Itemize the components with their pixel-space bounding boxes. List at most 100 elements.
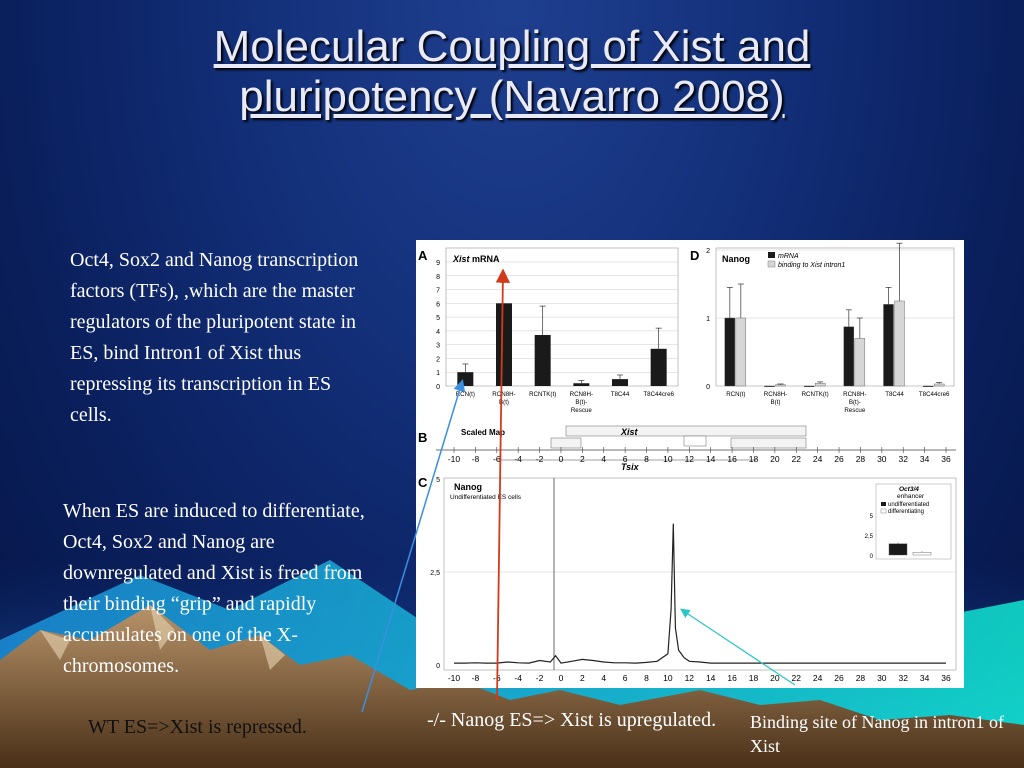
xtick-c: 8 — [644, 673, 649, 683]
xtick-b: 18 — [749, 454, 759, 464]
xtick-a: Rescue — [571, 407, 593, 414]
bar-d — [735, 317, 747, 387]
xtick-d: RCNTK(t) — [802, 391, 829, 398]
xtick-c: -8 — [472, 673, 480, 683]
ytick-a: 1 — [436, 370, 440, 377]
bar-inset — [888, 543, 908, 556]
xtick-b: -2 — [536, 454, 544, 464]
xtick-c: 18 — [749, 673, 759, 683]
bar-a — [573, 383, 590, 386]
nanog-binding-profile — [454, 523, 946, 664]
paragraph-differentiation: When ES are induced to differentiate, Oc… — [63, 500, 365, 677]
xtick-b: 0 — [559, 454, 564, 464]
panel-a-title-rest: mRNA — [470, 254, 501, 264]
ytick-a: 0 — [436, 384, 440, 391]
xtick-c: -6 — [493, 673, 501, 683]
xtick-b: 12 — [685, 454, 695, 464]
xtick-b: 22 — [792, 454, 802, 464]
xtick-c: 30 — [877, 673, 887, 683]
xtick-b: 24 — [813, 454, 823, 464]
ytick-a: 9 — [436, 260, 440, 267]
xtick-d: RCN8H- — [843, 391, 866, 398]
xtick-c: 4 — [601, 673, 606, 683]
xtick-c: 20 — [770, 673, 780, 683]
panel-c-chart: Nanog Undifferentiated ES cells 0 2,5 5 -1… — [430, 477, 957, 683]
panel-c-subtitle: Undifferentiated ES cells — [450, 494, 522, 501]
xtick-c: -2 — [536, 673, 544, 683]
bar-a — [457, 372, 474, 386]
xtick-a: RCN(t) — [456, 391, 475, 398]
xtick-c: -4 — [514, 673, 522, 683]
panel-label-a: A — [418, 248, 428, 263]
ytick-inset: 5 — [870, 514, 874, 520]
xtick-d: RCN(t) — [726, 391, 745, 398]
xtick-b: 6 — [623, 454, 628, 464]
xtick-a: T8C44 — [611, 391, 630, 398]
xtick-b: 32 — [898, 454, 908, 464]
xtick-b: 8 — [644, 454, 649, 464]
inset-title-1: Oct3/4 — [899, 486, 919, 493]
xtick-b: 4 — [601, 454, 606, 464]
paragraph-tf-binding: Oct4, Sox2 and Nanog transcription facto… — [70, 249, 359, 426]
panel-d-title: Nanog — [722, 254, 750, 264]
panel-a-title: Xist mRNA — [452, 254, 500, 264]
xtick-b: 10 — [663, 454, 673, 464]
xtick-d: T8C44 — [885, 391, 904, 398]
bar-inset — [912, 552, 932, 556]
ytick-a: 6 — [436, 301, 440, 308]
xtick-d: B(t) — [771, 399, 781, 406]
tsix-gene-label: Tsix — [621, 462, 640, 472]
xist-gene-label: Xist — [620, 427, 639, 437]
xtick-b: -4 — [514, 454, 522, 464]
bar-d — [724, 317, 736, 387]
xtick-b: -6 — [493, 454, 501, 464]
bar-a — [496, 303, 512, 386]
xtick-a: RCNTK(t) — [529, 391, 556, 398]
ytick-d: 1 — [706, 316, 710, 323]
panel-label-d: D — [690, 248, 699, 263]
legend-binding: binding to Xist intron1 — [778, 262, 845, 269]
xtick-c: 12 — [685, 673, 695, 683]
legend-mrna: mRNA — [778, 253, 799, 260]
xtick-c: 0 — [559, 673, 564, 683]
bar-d — [775, 384, 786, 387]
caption-binding-site: Binding site of Nanog in intron1 of Xist — [750, 712, 1004, 756]
xtick-d: Rescue — [844, 407, 866, 414]
bar-d — [843, 326, 855, 387]
xtick-b: 14 — [706, 454, 716, 464]
ytick-inset: 0 — [870, 554, 874, 560]
caption-wt: WT ES=>Xist is repressed. — [88, 716, 307, 738]
bar-d — [854, 338, 866, 387]
xtick-c: 14 — [706, 673, 716, 683]
xtick-b: 34 — [920, 454, 930, 464]
xtick-a: B(t)- — [575, 399, 587, 406]
bar-d — [814, 383, 826, 387]
ytick-a: 7 — [436, 288, 440, 295]
xtick-b: -8 — [472, 454, 480, 464]
panel-a-title-italic: Xist — [452, 254, 471, 264]
ytick-d: 2 — [706, 248, 710, 255]
panel-b-title: Scaled Map — [461, 428, 505, 437]
xtick-b: 20 — [770, 454, 780, 464]
inset-legend-diff: differentiating — [888, 509, 924, 515]
slide-title: Molecular Coupling of Xist and pluripote… — [60, 22, 964, 122]
ytick-a: 4 — [436, 329, 440, 336]
xtick-c: -10 — [448, 673, 461, 683]
ytick-c: 0 — [436, 663, 440, 670]
panel-d-chart: 0 1 2 Nanog mRNA binding to Xist intron1 R… — [706, 242, 955, 414]
panel-c-title: Nanog — [454, 482, 482, 492]
caption-ko: -/- Nanog ES=> Xist is upregulated. — [427, 709, 717, 731]
bar-d — [933, 383, 945, 387]
bar-d — [803, 385, 815, 388]
xtick-b: -10 — [448, 454, 461, 464]
panel-b-map: Scaled Map Xist Tsix -10 -8 -6 -4 -2 0 2 4 6 8 10 1… — [436, 425, 956, 472]
ytick-c: 2,5 — [430, 570, 440, 577]
xtick-c: 10 — [663, 673, 673, 683]
inset-title-2: enhancer — [897, 493, 925, 500]
ytick-inset: 2,5 — [865, 534, 874, 540]
xtick-b: 28 — [856, 454, 866, 464]
legend-swatch-binding — [767, 260, 776, 268]
bar-d — [764, 385, 775, 388]
panel-label-c: C — [418, 475, 428, 490]
